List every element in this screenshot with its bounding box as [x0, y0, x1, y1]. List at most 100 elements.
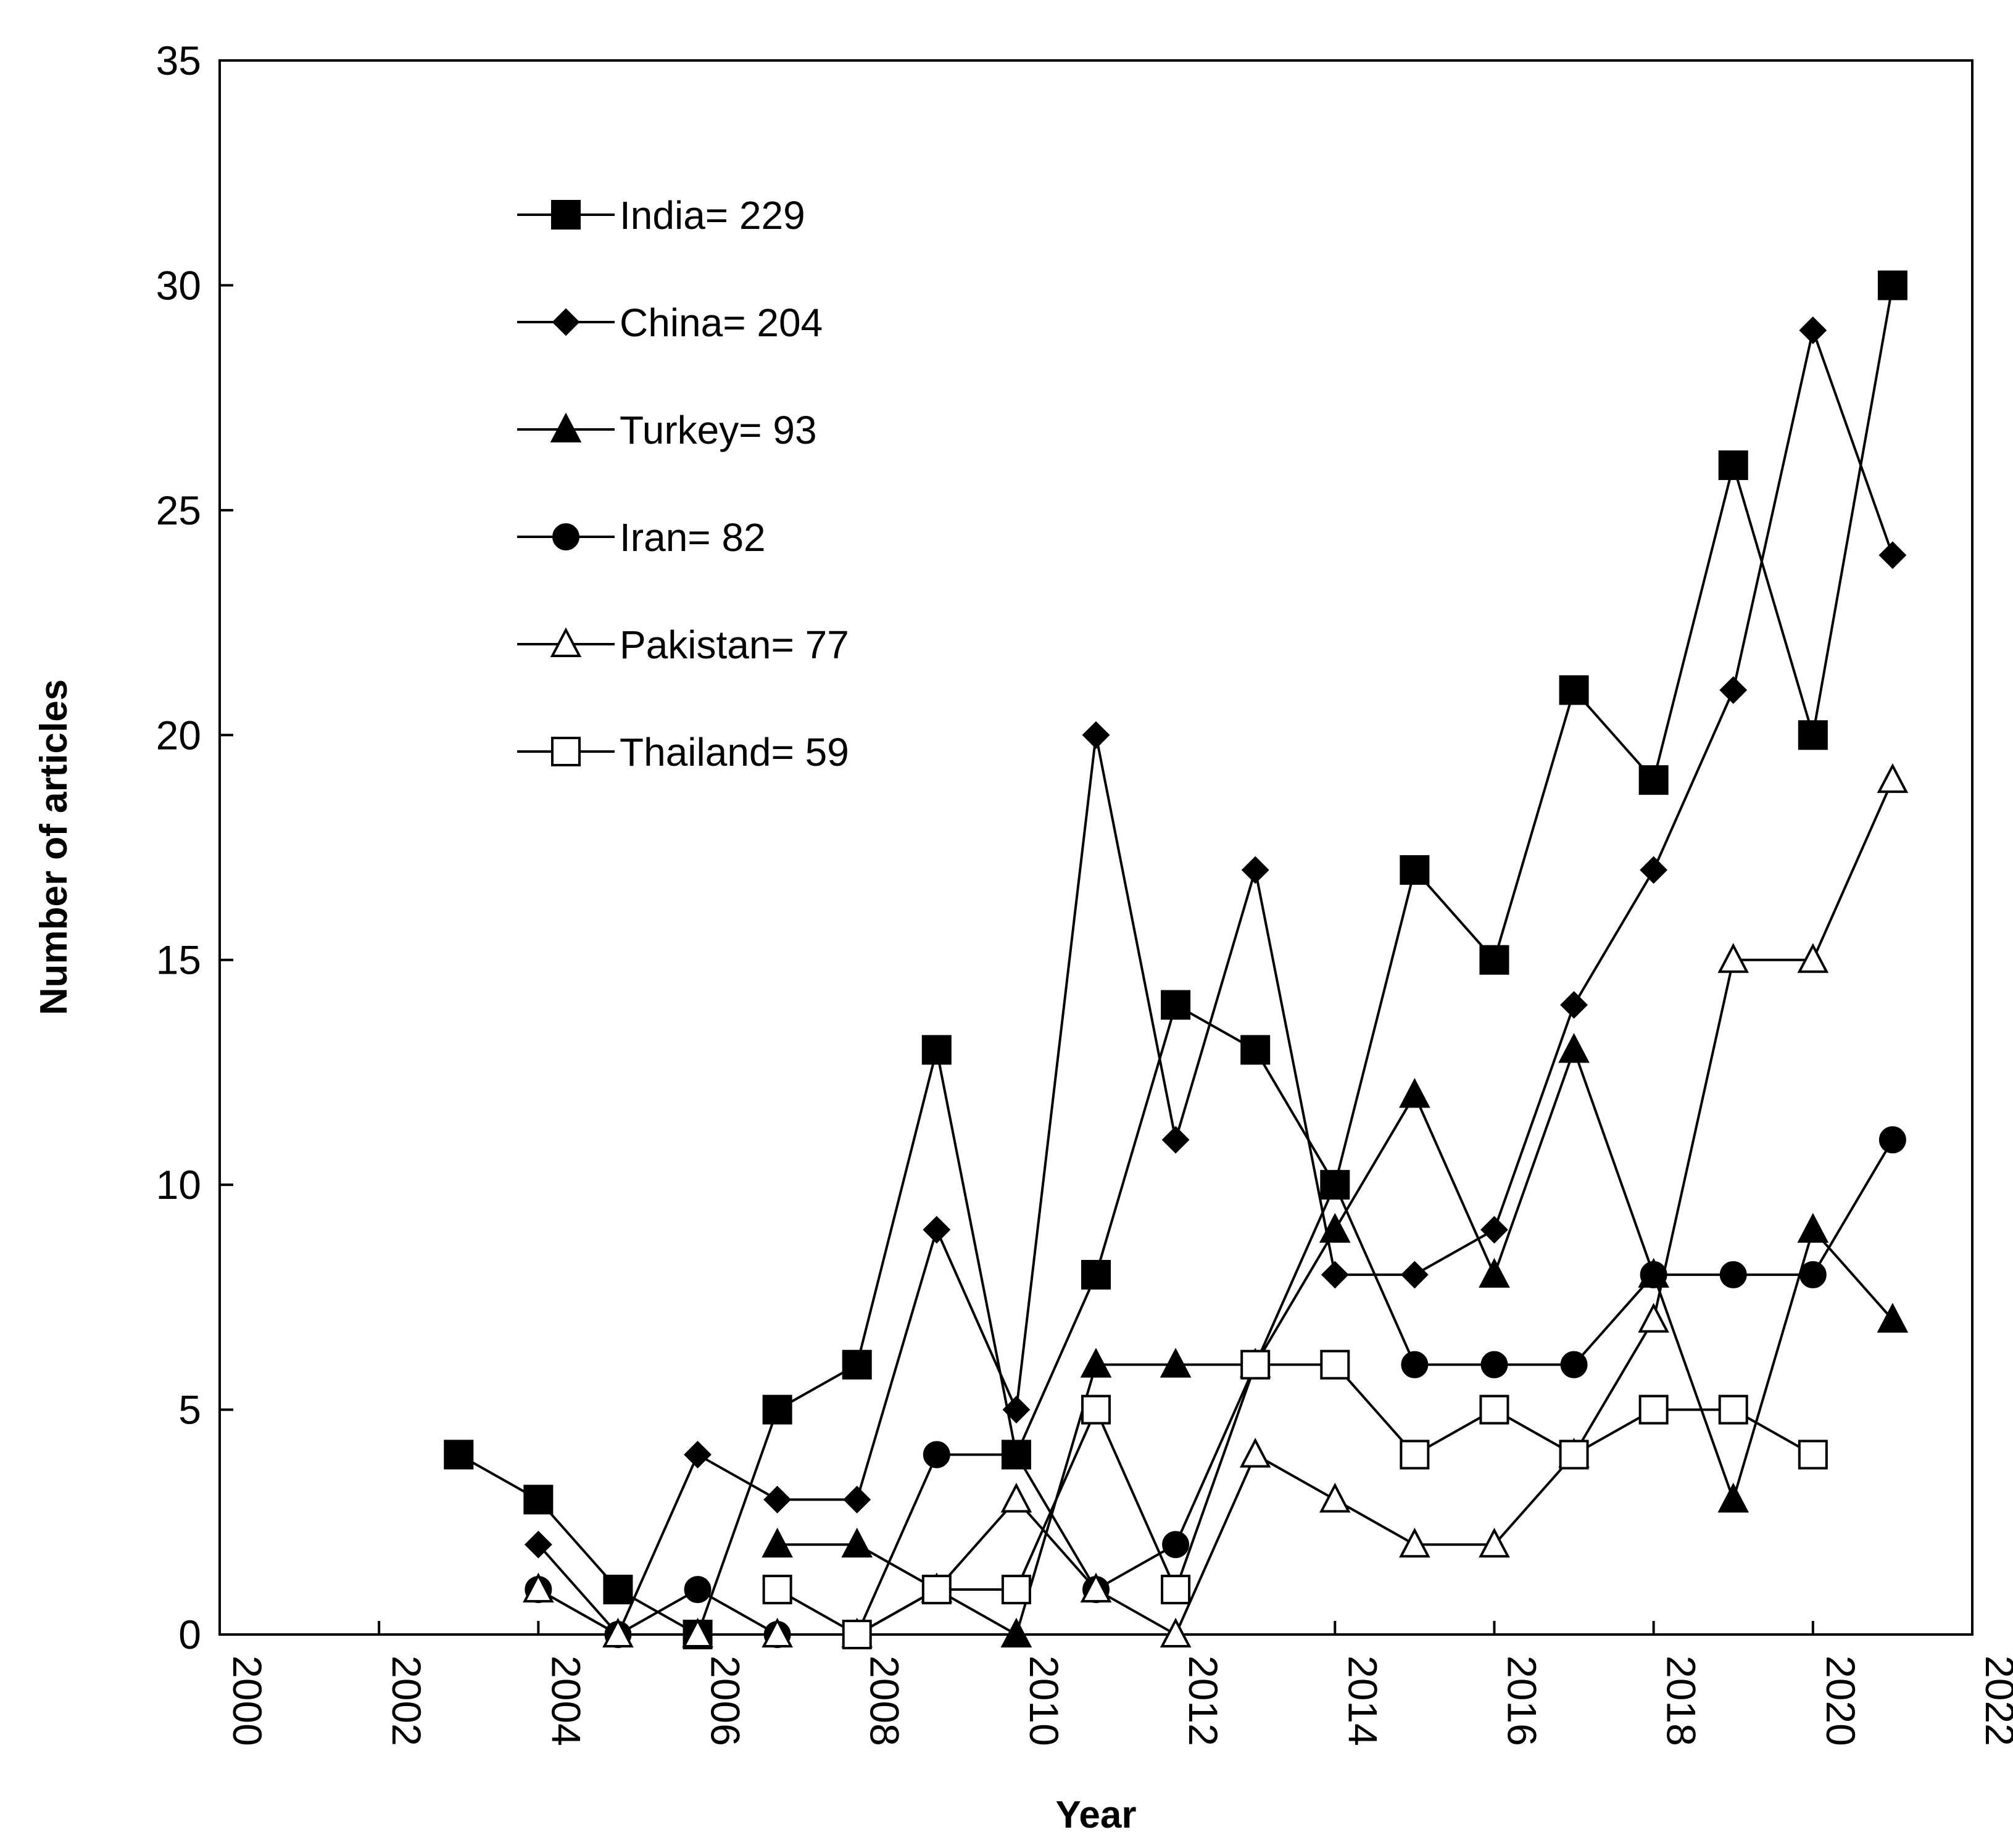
series-4-point-2018: [1638, 1303, 1669, 1333]
series-1-point-2021: [1878, 541, 1907, 570]
series-2: [762, 1033, 1909, 1647]
series-2-point-2011: [1080, 1348, 1112, 1378]
series-5-point-2020: [1798, 1440, 1828, 1470]
x-tick-label-2020: 2020: [1818, 1655, 1864, 1746]
series-2-point-2021: [1877, 1303, 1909, 1333]
series-5-point-2015: [1400, 1440, 1430, 1470]
legend-item-1: China= 204: [517, 300, 823, 345]
x-tick-label-2004: 2004: [543, 1655, 589, 1746]
y-tick-label-30: 30: [156, 262, 201, 308]
series-5-point-2016: [1479, 1394, 1509, 1425]
series-5-point-2012: [1161, 1575, 1191, 1605]
series-0-point-2012: [1161, 990, 1191, 1020]
series-4-point-2012: [1160, 1617, 1192, 1647]
legend-item-5: Thailand= 59: [517, 730, 849, 774]
series-4-point-2006: [682, 1617, 713, 1647]
legend-item-4: Pakistan= 77: [517, 623, 849, 667]
series-4-point-2013: [1239, 1438, 1271, 1468]
series-2-point-2019: [1717, 1483, 1749, 1513]
series-0: [444, 270, 1907, 1649]
series-4-point-2005: [602, 1617, 634, 1647]
series-line-2: [777, 1046, 1894, 1636]
series-4-point-2015: [1399, 1527, 1430, 1558]
legend-marker-2: [550, 412, 582, 442]
series-1-point-2018: [1640, 856, 1668, 884]
legend-label-0: India= 229: [620, 193, 805, 238]
series-2-point-2017: [1558, 1033, 1590, 1063]
series-2-point-2010: [1000, 1617, 1032, 1647]
x-tick-label-2018: 2018: [1659, 1655, 1704, 1746]
series-3-point-2015: [1401, 1351, 1429, 1378]
x-tick-label-2002: 2002: [384, 1655, 430, 1746]
series-0-point-2008: [842, 1349, 872, 1380]
series-5-point-2010: [1001, 1575, 1031, 1605]
legend-item-2: Turkey= 93: [517, 408, 817, 452]
series-2-point-2012: [1160, 1348, 1192, 1378]
series-3-point-2010: [1002, 1441, 1030, 1469]
legend-marker-0: [551, 200, 581, 230]
y-tick-label-25: 25: [156, 487, 201, 533]
series-1-point-2004: [524, 1530, 552, 1559]
series-0-point-2009: [921, 1035, 952, 1065]
series-0-point-2019: [1718, 450, 1748, 480]
legend-marker-3: [552, 523, 579, 550]
series-3-point-2006: [684, 1576, 712, 1604]
series-1-point-2010: [1002, 1396, 1031, 1423]
series-layer: [444, 270, 1909, 1649]
series-2-point-2016: [1479, 1258, 1510, 1288]
series-0-point-2011: [1081, 1259, 1111, 1290]
series-0-point-2004: [523, 1485, 554, 1515]
series-5-point-2014: [1320, 1349, 1350, 1380]
series-1-point-2017: [1560, 991, 1588, 1019]
series-2-point-2008: [841, 1527, 873, 1558]
series-5-point-2007: [762, 1575, 792, 1605]
series-1-point-2006: [684, 1441, 712, 1469]
x-tick-label-2006: 2006: [703, 1655, 749, 1746]
x-tick-label-2010: 2010: [1021, 1655, 1067, 1746]
legend-label-2: Turkey= 93: [620, 408, 817, 452]
series-1-point-2016: [1480, 1216, 1508, 1244]
y-tick-label-0: 0: [178, 1612, 201, 1657]
series-0-point-2013: [1240, 1035, 1271, 1065]
legend-item-0: India= 229: [517, 193, 805, 238]
series-4-point-2007: [762, 1617, 793, 1647]
legend-marker-5: [551, 737, 581, 766]
series-2-point-2015: [1399, 1078, 1430, 1108]
legend-marker-4: [550, 627, 582, 657]
series-1-point-2015: [1400, 1261, 1429, 1289]
legend-marker-1: [552, 308, 580, 336]
plot-area-frame: [218, 59, 1974, 1636]
series-2-point-2007: [762, 1527, 793, 1558]
series-4: [523, 763, 1909, 1647]
series-2-point-2014: [1319, 1212, 1351, 1243]
series-0-point-2007: [762, 1394, 792, 1425]
series-5-point-2019: [1718, 1394, 1748, 1425]
series-2-point-2020: [1797, 1212, 1829, 1243]
series-4-point-2011: [1080, 1572, 1112, 1603]
x-tick-label-2008: 2008: [862, 1655, 908, 1746]
y-tick-label-10: 10: [156, 1162, 201, 1208]
series-4-point-2004: [523, 1572, 554, 1603]
legend: India= 229 China= 204 Turkey= 93 Iran= 82 Pa…: [517, 193, 849, 774]
legend-label-1: China= 204: [620, 300, 823, 345]
series-3: [525, 1126, 1906, 1648]
series-1-point-2011: [1082, 721, 1110, 749]
series-4-point-2014: [1319, 1483, 1351, 1513]
series-1-point-2012: [1161, 1125, 1190, 1154]
x-axis-title: Year: [1055, 1794, 1136, 1836]
series-4-point-2021: [1877, 763, 1909, 793]
legend-label-3: Iran= 82: [620, 515, 766, 560]
series-3-point-2009: [923, 1441, 950, 1469]
series-1-point-2020: [1799, 316, 1827, 344]
series-3-point-2018: [1640, 1261, 1667, 1288]
series-0-point-2018: [1638, 765, 1669, 795]
series-1-point-2013: [1241, 856, 1269, 884]
y-axis: 0 5 10 15 20 25 30 35: [156, 38, 233, 1657]
series-3-point-2020: [1799, 1261, 1827, 1288]
series-5-point-2017: [1559, 1440, 1589, 1470]
x-tick-label-2000: 2000: [225, 1655, 270, 1746]
series-3-point-2021: [1878, 1126, 1906, 1154]
series-4-point-2016: [1479, 1527, 1510, 1558]
legend-label-5: Thailand= 59: [620, 730, 849, 774]
series-0-point-2020: [1798, 720, 1828, 750]
